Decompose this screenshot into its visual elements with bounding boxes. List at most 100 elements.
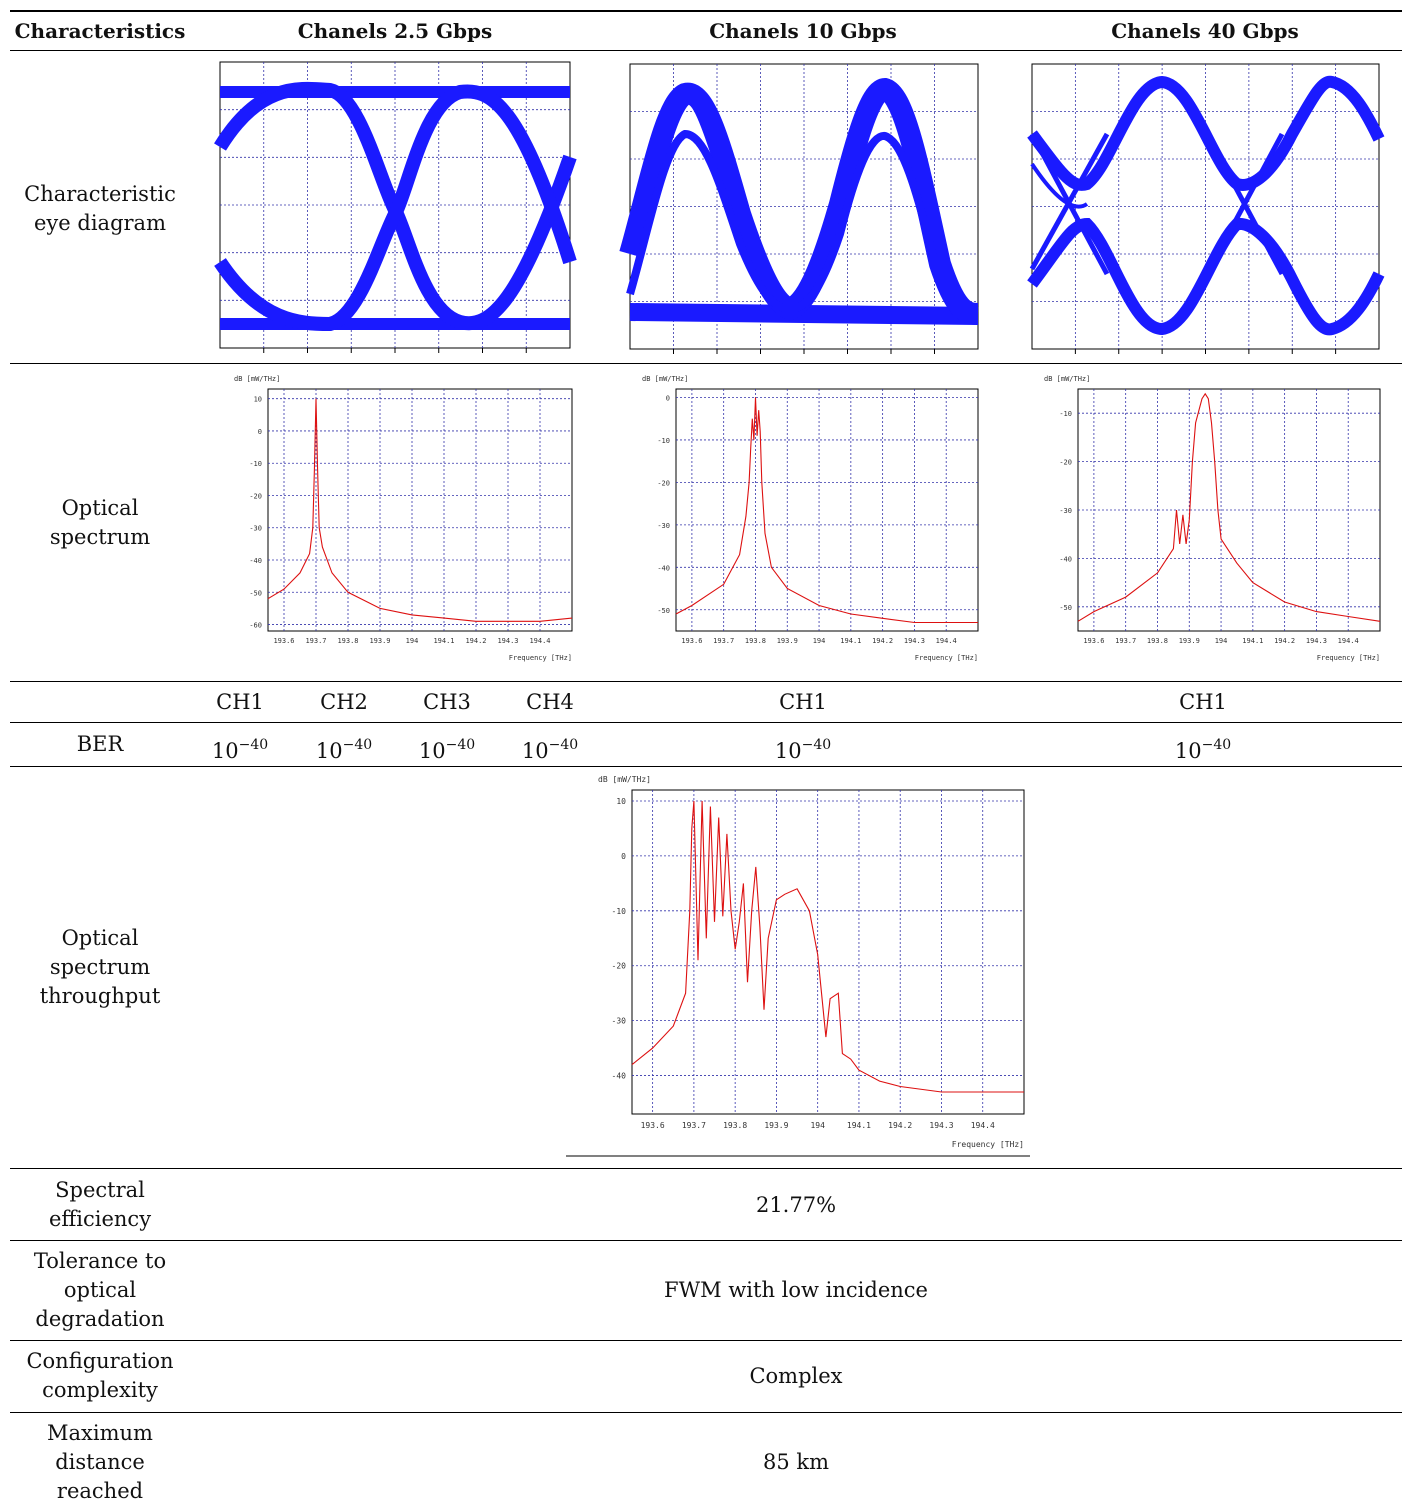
channel-label-ch3-2-5: CH3 (423, 690, 471, 714)
spectrum-ytick-label: -40 (1059, 555, 1072, 563)
eye-trace (626, 129, 944, 314)
spectrum-xtick-label: 194.3 (1306, 637, 1327, 645)
spectrum-ytick-label: -10 (249, 460, 262, 468)
spectrum-frame (631, 789, 1025, 1115)
spectrum-ytick-label: 10 (254, 396, 262, 404)
spectrum-xtick-label: 194.4 (529, 637, 550, 645)
spectrum-xtick-label: 193.6 (681, 637, 702, 645)
eye-trace (1030, 162, 1089, 209)
optical-spectrum-2-5-gbps: dB [mW/THz] 193.6 193.7 193.8 193.9 194 194.1 1… (234, 375, 573, 662)
spectrum-xlabel: Frequency [THz] (952, 1140, 1024, 1149)
spectrum-series-line (675, 397, 978, 624)
row-label-distance: Maximum distance reached (47, 1421, 153, 1503)
spectrum-ytick-label: -10 (1059, 410, 1072, 418)
spectrum-xtick-label: 194.1 (840, 637, 861, 645)
spectrum-ytick-label: -50 (657, 607, 670, 615)
row-label-tolerance: Tolerance to optical degradation (33, 1249, 167, 1331)
ber-value-ch1-2-5: 10−40 (211, 737, 269, 763)
spectral-efficiency-value: 21.77% (755, 1193, 837, 1217)
spectrum-xtick-label: 194 (406, 637, 419, 645)
row-label-eye-diagram: Characteristic eye diagram (24, 182, 176, 235)
tolerance-value: FWM with low incidence (664, 1278, 928, 1302)
spectrum-ytick-label: 0 (666, 394, 670, 402)
spectrum-ytick-label: 10 (616, 797, 626, 806)
spectrum-xtick-label: 193.9 (764, 1121, 788, 1130)
spectrum-ylabel: dB [mW/THz] (598, 775, 651, 784)
row-label-spectrum-throughput: Optical spectrum throughput (39, 926, 161, 1008)
spectrum-xtick-label: 193.8 (337, 637, 358, 645)
spectrum-ytick-label: -30 (1059, 507, 1072, 515)
row-rule-tolerance (10, 1340, 1402, 1341)
spectrum-xtick-label: 193.7 (713, 637, 734, 645)
channel-label-ch1-10: CH1 (779, 690, 827, 714)
row-rule-eye (10, 363, 1402, 364)
spectrum-xlabel: Frequency [THz] (915, 654, 978, 662)
header-10-gbps: Chanels 10 Gbps (709, 19, 897, 43)
row-label-complexity: Configuration complexity (26, 1349, 174, 1402)
spectrum-xtick-label: 194.2 (888, 1121, 912, 1130)
spectrum-ylabel: dB [mW/THz] (1044, 375, 1090, 383)
eye-trace (1029, 132, 1110, 271)
spectrum-frame (1077, 388, 1381, 632)
eye-trace (629, 303, 979, 325)
spectrum-xtick-label: 194.3 (497, 637, 518, 645)
row-label-optical-spectrum: Optical spectrum (49, 496, 151, 549)
spectrum-ytick-label: -20 (1059, 459, 1072, 467)
ber-value-ch3-2-5: 10−40 (418, 737, 476, 763)
spectrum-xtick-label: 194.4 (936, 637, 957, 645)
row-rule-throughput (10, 1168, 1402, 1169)
header-40-gbps: Chanels 40 Gbps (1111, 19, 1299, 43)
distance-value: 85 km (762, 1450, 830, 1474)
eye-diagram-40-gbps (1027, 63, 1385, 354)
spectrum-xtick-label: 194.3 (929, 1121, 953, 1130)
spectrum-xtick-label: 194.1 (847, 1121, 871, 1130)
header-characteristics: Characteristics (14, 19, 186, 43)
eye-trace (619, 77, 979, 325)
row-rule-channels (10, 722, 1402, 723)
spectrum-xtick-label: 193.7 (1115, 637, 1136, 645)
row-rule-complexity (10, 1412, 1402, 1413)
spectrum-ytick-label: -30 (657, 522, 670, 530)
ber-value-ch4-2-5: 10−40 (521, 737, 579, 763)
spectrum-xtick-label: 194.2 (465, 637, 486, 645)
spectrum-xtick-label: 194.4 (971, 1121, 995, 1130)
spectrum-xtick-label: 193.8 (723, 1121, 747, 1130)
ber-value-ch1-10: 10−40 (774, 737, 832, 763)
row-rule-spectrum (10, 681, 1402, 682)
optical-spectrum-throughput-chart: dB [mW/THz] 193.6 193.7 193.8 193.9 194 194.1 1… (566, 775, 1030, 1157)
ber-value-ch1-40: 10−40 (1174, 737, 1232, 763)
spectrum-xtick-label: 194.2 (872, 637, 893, 645)
spectrum-ylabel: dB [mW/THz] (234, 375, 280, 383)
channel-label-ch1-40: CH1 (1179, 690, 1227, 714)
spectrum-xtick-label: 194.4 (1338, 637, 1359, 645)
spectrum-ytick-label: -20 (657, 479, 670, 487)
spectrum-ytick-label: 0 (621, 852, 626, 861)
spectrum-xtick-label: 194 (810, 1121, 825, 1130)
spectrum-ytick-label: -50 (1059, 604, 1072, 612)
spectrum-xtick-label: 194 (813, 637, 826, 645)
spectrum-xtick-label: 193.8 (1147, 637, 1168, 645)
spectrum-ytick-label: -60 (249, 622, 262, 630)
eye-trace (214, 84, 577, 332)
spectrum-xlabel: Frequency [THz] (509, 654, 572, 662)
spectrum-series-line (267, 398, 573, 622)
optical-spectrum-40-gbps: dB [mW/THz] 193.6 193.7 193.8 193.9 194 194.1 1… (1044, 375, 1381, 662)
spectrum-ytick-label: -40 (612, 1072, 627, 1081)
spectrum-xtick-label: 194.2 (1274, 637, 1295, 645)
spectrum-ytick-label: -30 (612, 1017, 627, 1026)
row-rule-ber (10, 766, 1402, 767)
spectrum-xtick-label: 193.8 (745, 637, 766, 645)
spectrum-xtick-label: 193.7 (682, 1121, 706, 1130)
spectrum-xtick-label: 193.6 (641, 1121, 665, 1130)
spectrum-xtick-label: 193.9 (777, 637, 798, 645)
channel-label-ch2-2-5: CH2 (320, 690, 368, 714)
spectrum-xtick-label: 193.6 (273, 637, 294, 645)
spectrum-series-line (1077, 392, 1381, 622)
spectrum-ytick-label: -10 (657, 437, 670, 445)
spectrum-xtick-label: 193.7 (305, 637, 326, 645)
spectrum-ytick-label: 0 (258, 428, 262, 436)
spectrum-ytick-label: -50 (249, 589, 262, 597)
optical-spectrum-10-gbps: dB [mW/THz] 193.6 193.7 193.8 193.9 194 194.1 1… (642, 375, 979, 662)
spectrum-xtick-label: 194 (1215, 637, 1228, 645)
spectrum-ylabel: dB [mW/THz] (642, 375, 688, 383)
